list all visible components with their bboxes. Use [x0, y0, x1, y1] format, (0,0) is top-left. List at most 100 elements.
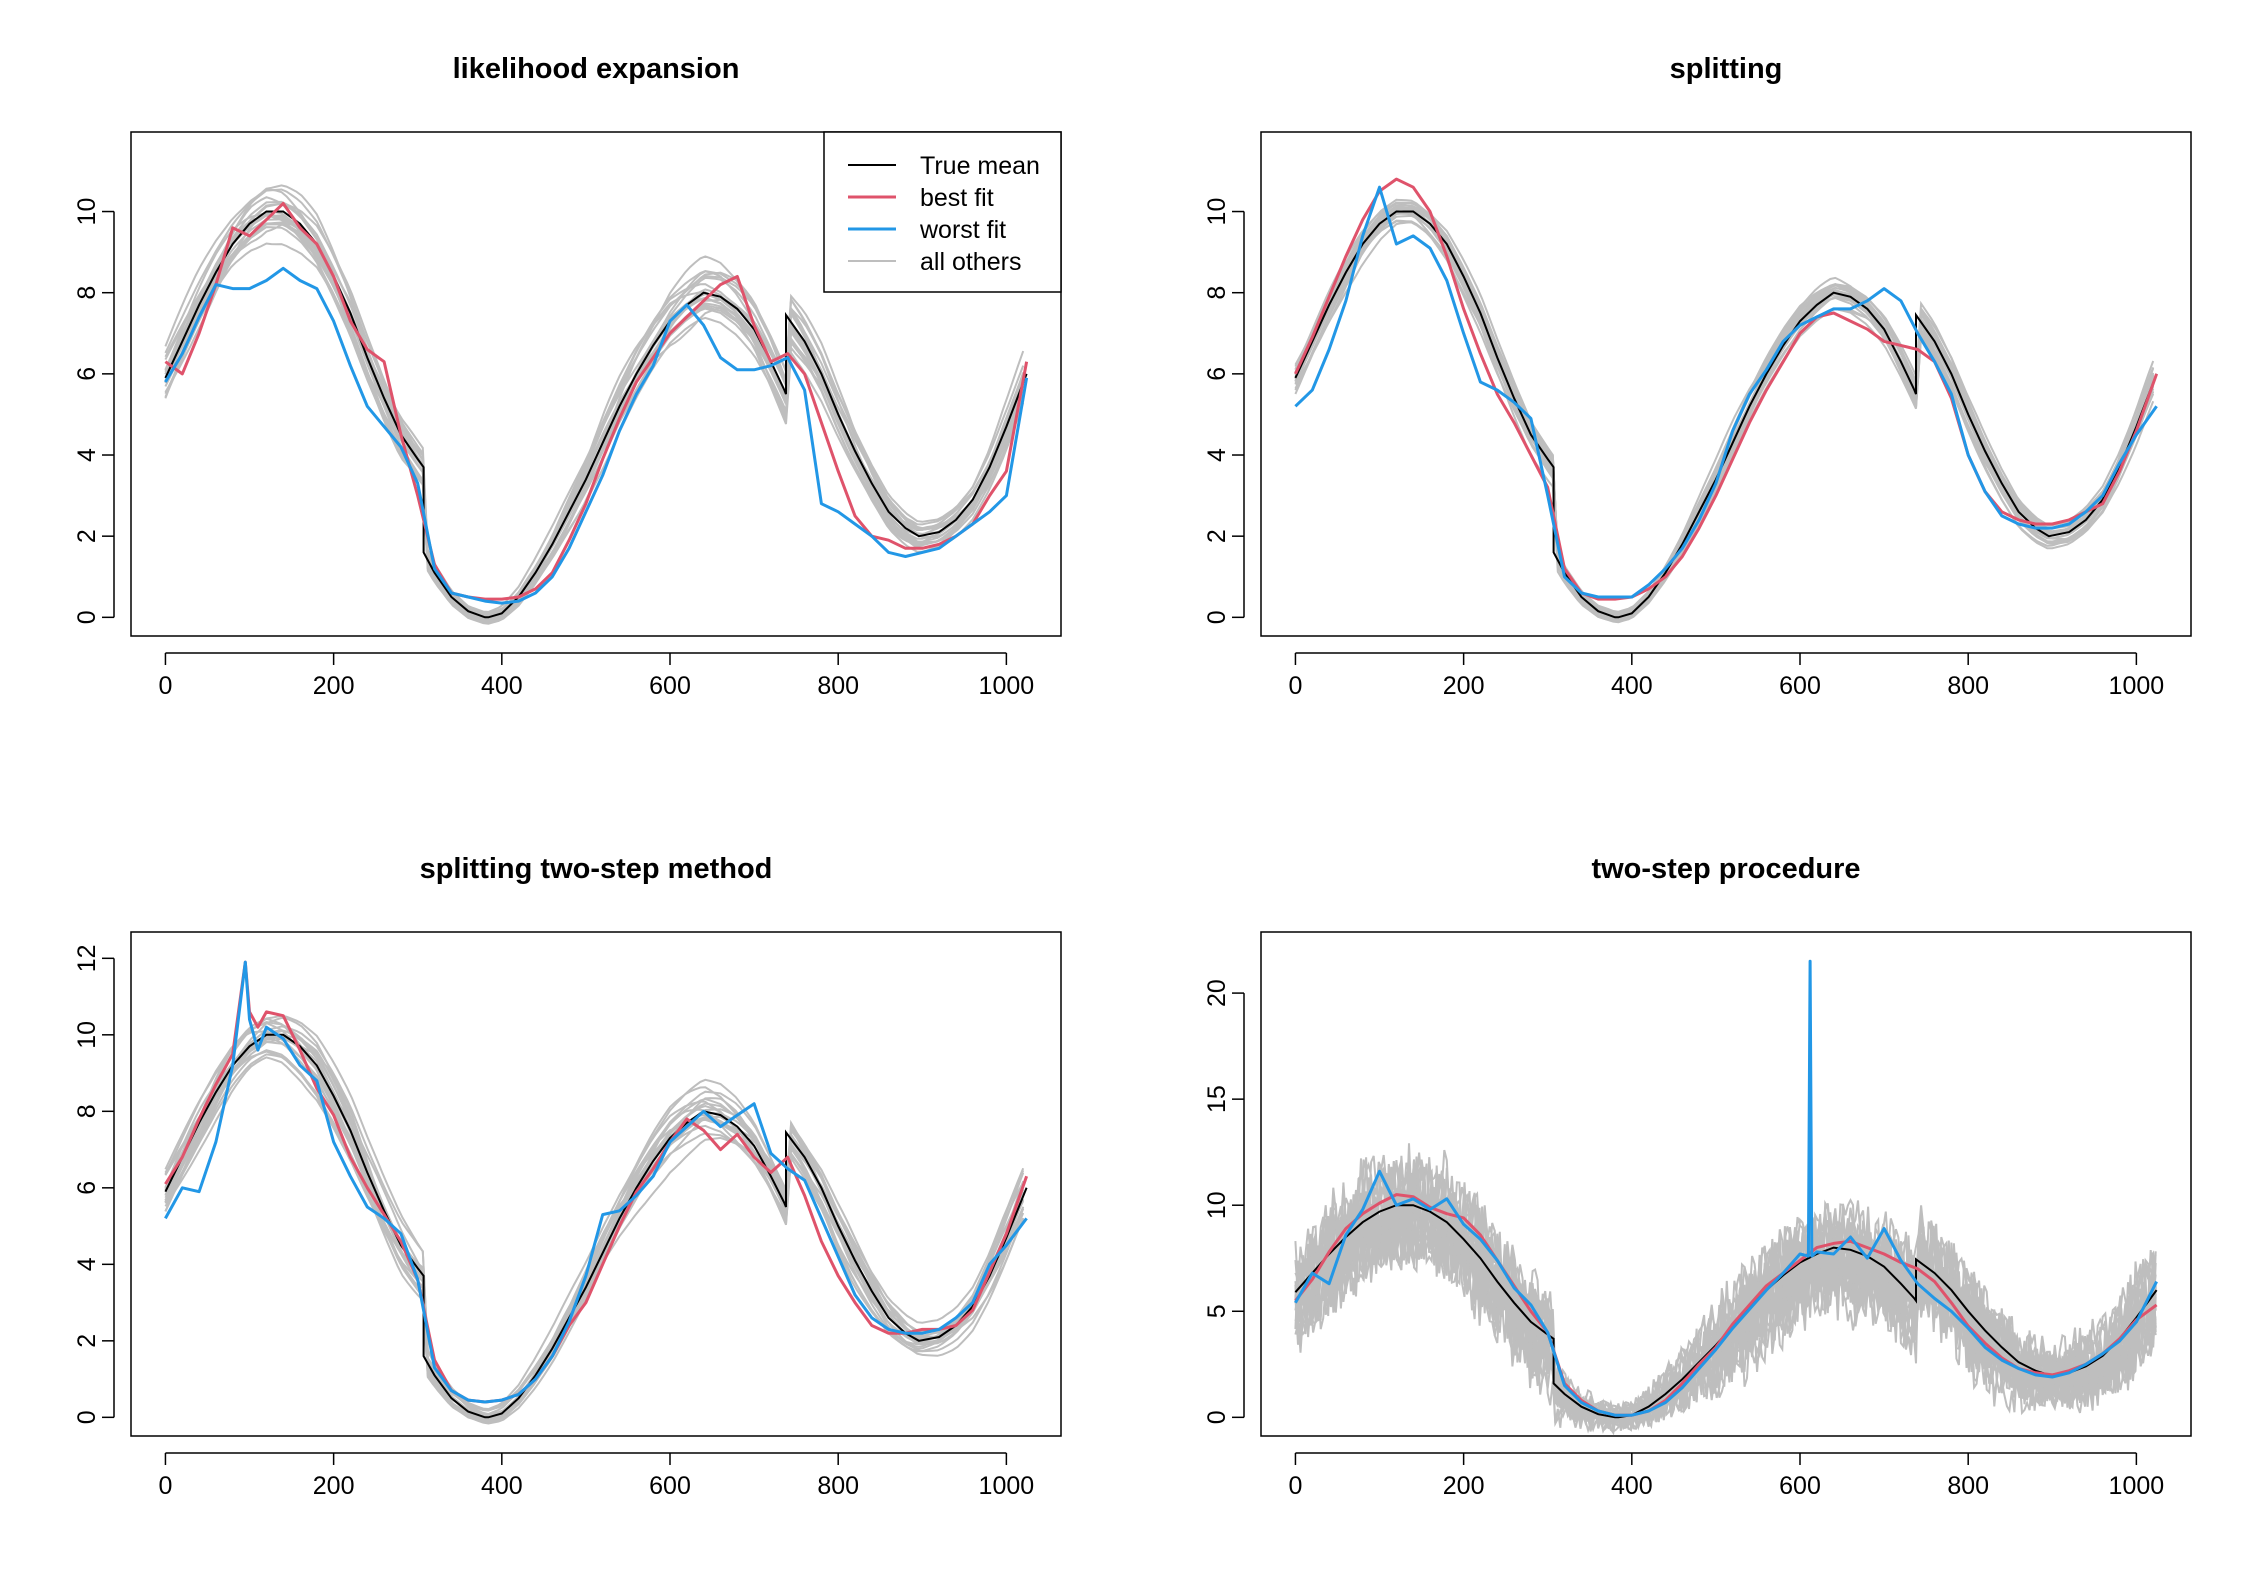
x-tick-label: 400 [1611, 672, 1653, 700]
x-tick-label: 800 [817, 672, 859, 700]
x-tick-label: 800 [1947, 1472, 1989, 1500]
others-series-line [1294, 204, 2155, 616]
best-fit-line [1294, 177, 2159, 601]
plot-area [164, 184, 1029, 625]
others-series-line [164, 1037, 1025, 1417]
legend-box [823, 131, 1062, 293]
y-tick-label: 2 [1203, 529, 1231, 543]
x-tick-label: 600 [1779, 1472, 1821, 1500]
y-tick-label: 0 [73, 610, 101, 624]
others-series-line [1294, 212, 2155, 622]
x-tick-label: 1000 [979, 672, 1035, 700]
x-tick-label: 800 [1947, 672, 1989, 700]
y-tick-label: 10 [73, 1021, 101, 1049]
y-tick-label: 8 [1203, 286, 1231, 300]
panel-3: splitting two-step method 0 200 400 600 800 10… [73, 853, 1062, 1500]
others-series-line [1294, 206, 2155, 618]
others-series-line [164, 188, 1025, 615]
others-series-line [164, 1029, 1025, 1412]
others-series-line [164, 1056, 1025, 1422]
x-tick-label: 1000 [2109, 672, 2165, 700]
legend-label: all others [920, 248, 1021, 276]
x-tick-label: 400 [481, 672, 523, 700]
x-tick-label: 200 [1443, 672, 1485, 700]
y-tick-label: 5 [1203, 1304, 1231, 1318]
panel-title: two-step procedure [1591, 853, 1860, 885]
others-series-line [1294, 207, 2155, 619]
panel-title: splitting [1670, 53, 1783, 85]
others-series-line [164, 1049, 1025, 1422]
others-series-line [1294, 210, 2155, 624]
others-series-line [164, 1022, 1025, 1415]
y-tick-label: 10 [1203, 1191, 1231, 1219]
y-tick-label: 4 [73, 448, 101, 462]
x-tick-label: 200 [1443, 1472, 1485, 1500]
others-series-line [1294, 1156, 2157, 1421]
x-tick-label: 0 [158, 1472, 172, 1500]
others-series-line [164, 1034, 1025, 1416]
plot-frame [130, 931, 1062, 1437]
x-tick-label: 1000 [2109, 1472, 2165, 1500]
panel-1: likelihood expansion 0 200 400 600 800 1000 0 2 4… [73, 53, 1062, 700]
others-series-line [1294, 210, 2155, 621]
x-tick-label: 200 [313, 672, 355, 700]
x-tick-label: 600 [1779, 672, 1821, 700]
legend: True mean best fit worst fit all others [823, 131, 1062, 293]
others-series-line [1294, 221, 2155, 622]
panel-title: likelihood expansion [453, 53, 740, 85]
y-tick-label: 8 [73, 286, 101, 300]
best-fit-line [164, 201, 1029, 601]
y-tick-label: 8 [73, 1104, 101, 1118]
y-tick-label: 4 [1203, 448, 1231, 462]
others-series-line [1294, 219, 2155, 620]
x-tick-label: 400 [481, 1472, 523, 1500]
panel-4: two-step procedure 0 200 400 600 800 1000 0 5 10 1… [1203, 853, 2192, 1500]
y-tick-label: 6 [73, 1181, 101, 1195]
y-tick-label: 2 [73, 1334, 101, 1348]
others-series-line [1294, 210, 2155, 620]
true-mean-line [164, 1033, 1028, 1419]
plot-frame [1260, 131, 2192, 637]
y-tick-label: 0 [1203, 1410, 1231, 1424]
others-series-line [1294, 209, 2155, 618]
y-tick-label: 0 [1203, 610, 1231, 624]
worst-fit-line [164, 960, 1028, 1404]
legend-label: best fit [920, 184, 994, 212]
others-series-line [164, 1036, 1025, 1419]
legend-label: worst fit [919, 216, 1006, 244]
y-tick-label: 10 [73, 198, 101, 226]
others-series-line [164, 1033, 1025, 1418]
x-tick-label: 600 [649, 1472, 691, 1500]
others-series-line [164, 1017, 1025, 1424]
plot-area [1294, 959, 2158, 1436]
others-series-line [1294, 205, 2155, 614]
others-series-line [164, 202, 1025, 613]
others-series-line [164, 242, 1025, 619]
x-tick-label: 400 [1611, 1472, 1653, 1500]
y-tick-label: 6 [73, 367, 101, 381]
y-tick-label: 15 [1203, 1085, 1231, 1113]
others-series-line [1294, 207, 2155, 618]
others-series-line [164, 1050, 1025, 1425]
y-tick-label: 10 [1203, 198, 1231, 226]
others-series-line [1294, 201, 2155, 616]
others-series-line [164, 213, 1025, 625]
y-tick-label: 4 [73, 1257, 101, 1271]
others-series-line [164, 1053, 1025, 1420]
x-tick-label: 600 [649, 672, 691, 700]
others-series-line [1294, 220, 2155, 623]
x-tick-label: 800 [817, 1472, 859, 1500]
plot-area [164, 960, 1029, 1425]
others-series-line [1294, 204, 2155, 620]
x-tick-label: 200 [313, 1472, 355, 1500]
x-tick-label: 0 [158, 672, 172, 700]
others-series-line [1294, 214, 2155, 620]
worst-fit-line [1294, 959, 2158, 1417]
others-series-line [164, 1020, 1025, 1417]
plot-frame [1260, 931, 2192, 1437]
others-series-line [1294, 202, 2155, 613]
others-series-line [1294, 205, 2155, 620]
others-series-line [164, 1030, 1025, 1418]
y-tick-label: 2 [73, 529, 101, 543]
